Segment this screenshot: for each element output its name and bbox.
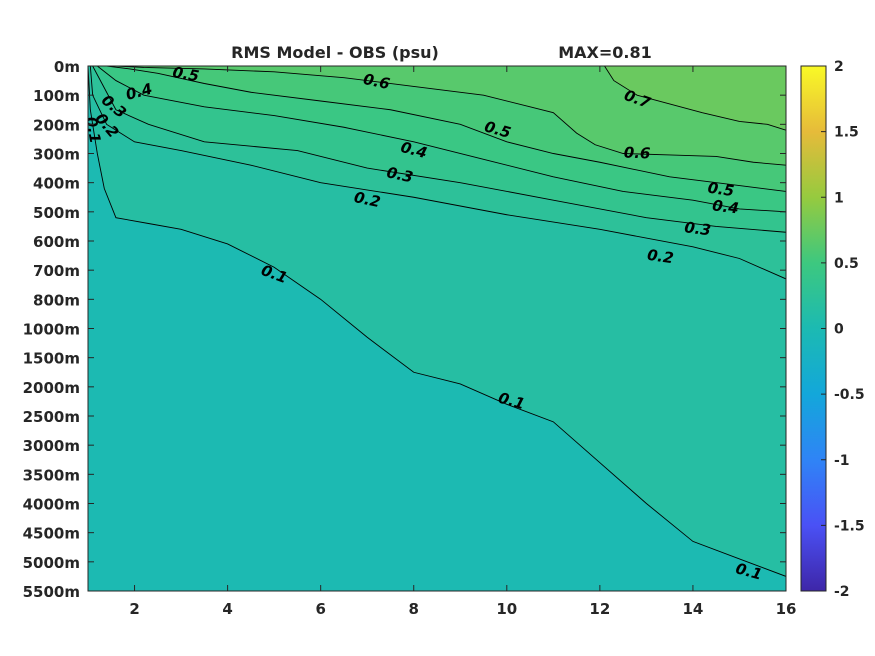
contour-label: 0.2 xyxy=(352,188,382,211)
colorbar-tick-label: 0.5 xyxy=(834,256,859,272)
x-tick-label: 10 xyxy=(496,600,517,618)
contour-lines xyxy=(88,66,786,577)
x-tick-label: 14 xyxy=(682,600,703,618)
contour-label: 0.3 xyxy=(683,218,712,239)
contour-label: 0.5 xyxy=(707,179,736,201)
x-axis: 2 4 6 8 10 12 14 16 xyxy=(129,66,796,618)
x-tick-label: 4 xyxy=(222,600,232,618)
y-tick-label: 4000m xyxy=(23,496,80,514)
y-tick-label: 700m xyxy=(33,262,80,280)
y-tick-label: 400m xyxy=(33,175,80,193)
y-tick-label: 600m xyxy=(33,233,80,251)
contour-band xyxy=(115,66,786,166)
contour-label: 0.2 xyxy=(646,246,675,268)
contour-label: 0.6 xyxy=(624,144,651,163)
chart-subtitle: MAX=0.81 xyxy=(558,43,652,62)
y-tick-label: 3500m xyxy=(23,466,80,484)
plot-area: 0.70.60.60.50.50.50.40.40.40.30.30.30.20… xyxy=(82,63,786,591)
y-tick-label: 4500m xyxy=(23,525,80,543)
contour-label: 0.5 xyxy=(171,63,200,85)
y-tick-label: 0m xyxy=(54,58,80,76)
y-tick-label: 5500m xyxy=(23,583,80,601)
colorbar: 2 1.5 1 0.5 0 -0.5 -1 -1.5 -2 xyxy=(800,59,865,600)
y-tick-label: 2000m xyxy=(23,379,80,397)
y-tick-label: 2500m xyxy=(23,408,80,426)
contour-label: 0.4 xyxy=(711,196,740,217)
colorbar-tick-label: -0.5 xyxy=(834,387,865,403)
y-tick-label: 1000m xyxy=(23,321,80,339)
y-tick-label: 5000m xyxy=(23,554,80,572)
x-tick-label: 16 xyxy=(776,600,797,618)
y-tick-label: 200m xyxy=(33,116,80,134)
x-tick-label: 6 xyxy=(315,600,325,618)
contour-label: 0.1 xyxy=(82,115,104,144)
filled-contour-bands xyxy=(88,66,786,577)
colorbar-tick-label: 1 xyxy=(834,190,844,206)
contour-line xyxy=(115,66,786,166)
colorbar-tick-label: 1.5 xyxy=(834,125,859,141)
contour-line xyxy=(106,66,786,192)
colorbar-tick-label: -2 xyxy=(834,584,850,600)
contour-label: 0.3 xyxy=(385,163,415,186)
contour-label: 0.6 xyxy=(362,70,392,93)
x-tick-label: 8 xyxy=(409,600,419,618)
contour-line xyxy=(92,66,786,233)
y-tick-label: 500m xyxy=(33,204,80,222)
y-tick-label: 1500m xyxy=(23,350,80,368)
contour-line xyxy=(88,66,786,577)
contour-band xyxy=(604,66,786,131)
contour-line xyxy=(97,66,786,213)
colorbar-tick-label: -1.5 xyxy=(834,518,865,534)
x-tick-label: 2 xyxy=(129,600,139,618)
y-tick-label: 100m xyxy=(33,87,80,105)
contour-line xyxy=(89,66,786,280)
colorbar-tick-label: 2 xyxy=(834,59,844,75)
y-tick-label: 300m xyxy=(33,146,80,164)
y-tick-label: 3000m xyxy=(23,437,80,455)
colorbar-tick-label: 0 xyxy=(834,322,844,338)
chart-title: RMS Model - OBS (psu) xyxy=(231,43,439,62)
colorbar-tick-label: -1 xyxy=(834,453,850,469)
colorbar-ticks: 2 1.5 1 0.5 0 -0.5 -1 -1.5 -2 xyxy=(821,59,865,600)
x-tick-label: 12 xyxy=(589,600,610,618)
y-axis: 0m 100m 200m 300m 400m 500m 600m 700m 800m 1000m 1… xyxy=(23,58,786,601)
y-tick-label: 800m xyxy=(33,291,80,309)
contour-line xyxy=(604,66,786,131)
